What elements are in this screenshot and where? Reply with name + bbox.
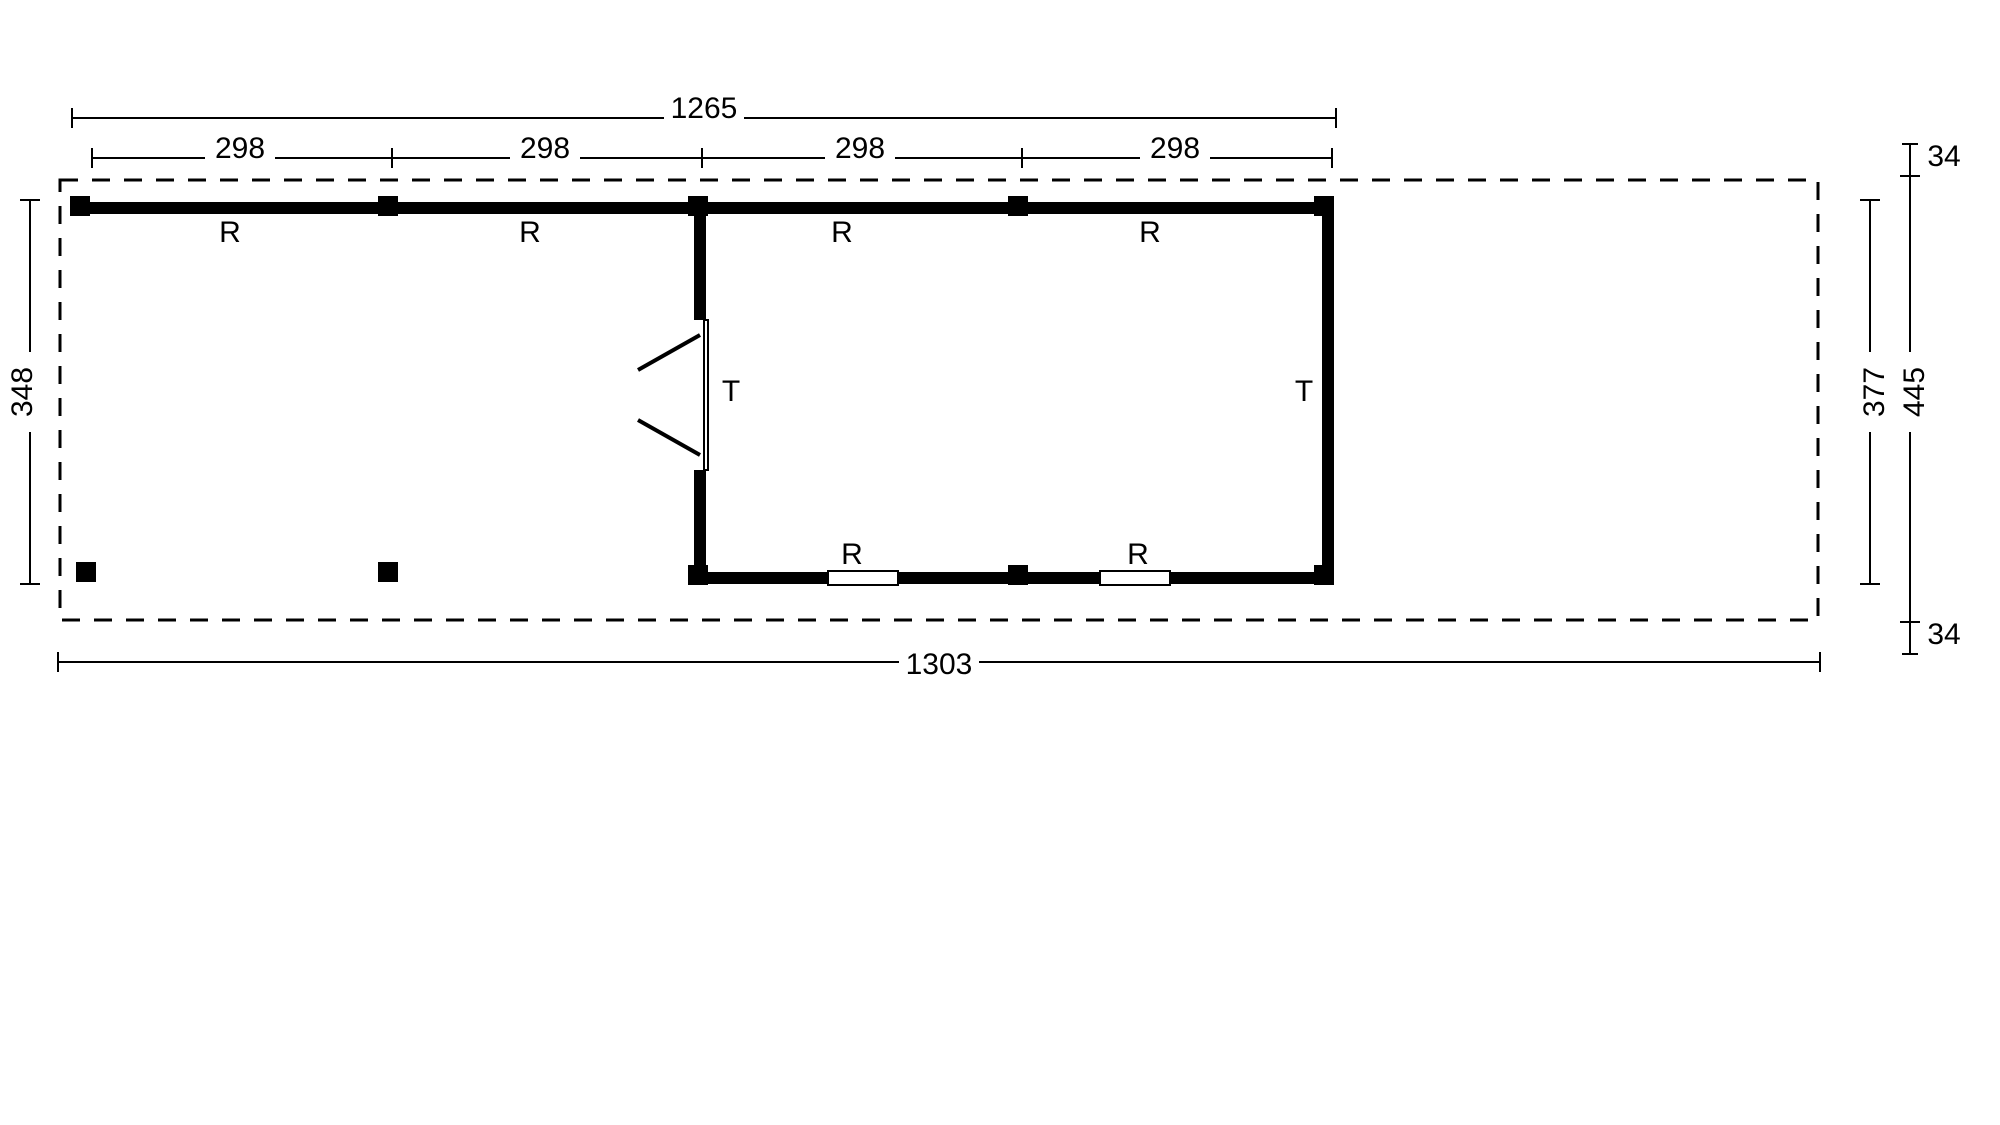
post — [1314, 565, 1334, 585]
post — [378, 562, 398, 582]
label-r: R — [519, 216, 541, 249]
label-r: R — [831, 216, 853, 249]
label-r: R — [841, 538, 863, 571]
post — [688, 565, 708, 585]
dim-value: 298 — [520, 132, 570, 165]
label-t: T — [1295, 375, 1313, 408]
post — [70, 196, 90, 216]
floorplan-container: R R R R R R T T 1265 298 298 298 298 1303 348 377445 34 3… — [0, 0, 2000, 1125]
window — [828, 571, 898, 585]
label-r: R — [219, 216, 241, 249]
boundary-dash — [60, 180, 1818, 620]
dim-value: 1303 — [906, 648, 973, 681]
dim-value: 445 — [1898, 367, 1931, 417]
post — [378, 196, 398, 216]
dim-value: 34 — [1927, 140, 1960, 173]
door-swing-top — [638, 335, 700, 370]
label-t: T — [722, 375, 740, 408]
dim-value: 348 — [6, 367, 39, 417]
dim-value: 1265 — [671, 92, 738, 125]
post — [1008, 196, 1028, 216]
door-swing-bot — [638, 420, 700, 455]
dim-value: 34 — [1927, 618, 1960, 651]
label-r: R — [1127, 538, 1149, 571]
floorplan-svg: R R R R R R T T 1265 298 298 298 298 1303 348 377445 34 3… — [0, 0, 2000, 1125]
dim-value: 298 — [835, 132, 885, 165]
post — [1008, 565, 1028, 585]
dim-value: 377 — [1858, 367, 1891, 417]
post — [76, 562, 96, 582]
label-r: R — [1139, 216, 1161, 249]
dim-value: 298 — [1150, 132, 1200, 165]
post — [688, 196, 708, 216]
window — [1100, 571, 1170, 585]
post — [1314, 196, 1334, 216]
dim-value: 298 — [215, 132, 265, 165]
